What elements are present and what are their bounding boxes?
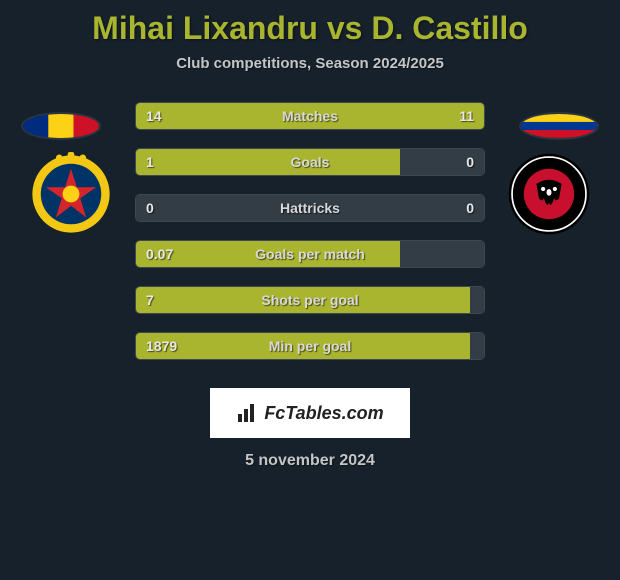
stats-column: 14Matches111Goals00Hattricks00.07Goals p… [135, 102, 485, 378]
flag-right [519, 112, 599, 140]
stat-label: Goals [291, 154, 330, 170]
comparison-panel: 14Matches111Goals00Hattricks00.07Goals p… [0, 102, 620, 378]
stat-label: Goals per match [255, 246, 365, 262]
stat-value-left: 1879 [146, 338, 177, 354]
chart-icon [236, 402, 258, 424]
flag-left [21, 112, 101, 140]
stat-row: 0.07 Goals per match [135, 240, 485, 268]
club-badge-right [507, 152, 591, 236]
stat-value-right: 0 [466, 200, 474, 216]
page-title: Mihai Lixandru vs D. Castillo [0, 0, 620, 47]
stat-row: 1879 Min per goal [135, 332, 485, 360]
stat-value-left: 14 [146, 108, 162, 124]
stat-value-left: 1 [146, 154, 154, 170]
date-label: 5 november 2024 [0, 452, 620, 470]
stat-label: Shots per goal [261, 292, 358, 308]
footer-brand: FcTables.com [210, 388, 410, 438]
stat-value-left: 7 [146, 292, 154, 308]
club-badge-left [29, 152, 113, 236]
stat-value-right: 0 [466, 154, 474, 170]
subtitle: Club competitions, Season 2024/2025 [0, 55, 620, 72]
stat-row: 7 Shots per goal [135, 286, 485, 314]
stat-row: 1 Goals 0 [135, 148, 485, 176]
stat-row: 14 Matches 11 [135, 102, 485, 130]
footer-brand-text: FcTables.com [264, 403, 383, 424]
stat-label: Min per goal [269, 338, 351, 354]
stat-label: Matches [282, 108, 338, 124]
stat-value-left: 0 [146, 200, 154, 216]
stat-label: Hattricks [280, 200, 340, 216]
stat-row: 0 Hattricks 0 [135, 194, 485, 222]
stat-value-right: 11 [459, 108, 474, 124]
stat-value-left: 0.07 [146, 246, 173, 262]
